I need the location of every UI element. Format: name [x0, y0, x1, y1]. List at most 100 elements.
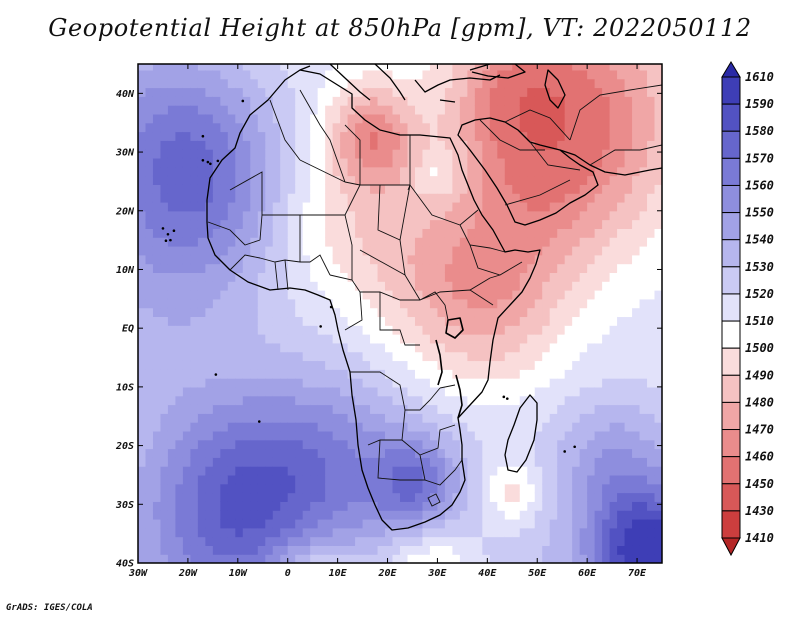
- field-cell: [414, 413, 424, 423]
- field-cell: [250, 166, 259, 177]
- field-cell: [527, 307, 536, 318]
- field-cell: [347, 298, 356, 309]
- field-cell: [138, 342, 147, 353]
- field-cell: [205, 131, 214, 141]
- field-cell: [422, 430, 431, 441]
- field-cell: [602, 96, 611, 106]
- field-cell: [617, 439, 626, 450]
- field-cell: [617, 395, 626, 406]
- field-cell: [347, 369, 356, 379]
- field-cell: [609, 149, 618, 159]
- field-cell: [400, 272, 409, 282]
- field-cell: [272, 140, 281, 150]
- field-cell: [512, 228, 521, 238]
- field-cell: [212, 210, 221, 221]
- field-cell: [467, 378, 476, 388]
- field-cell: [160, 378, 169, 388]
- field-cell: [452, 474, 461, 485]
- field-cell: [474, 413, 483, 423]
- field-cell: [497, 237, 506, 247]
- island: [563, 450, 566, 453]
- field-cell: [190, 105, 199, 115]
- field-cell: [647, 545, 656, 555]
- field-cell: [310, 219, 319, 229]
- field-cell: [414, 228, 424, 238]
- field-cell: [542, 281, 551, 291]
- field-cell: [197, 378, 206, 388]
- field-cell: [519, 157, 528, 168]
- field-cell: [624, 501, 633, 511]
- field-cell: [355, 554, 364, 563]
- field-cell: [377, 193, 386, 203]
- field-cell: [504, 254, 513, 265]
- field-cell: [632, 430, 641, 441]
- field-cell: [347, 545, 356, 555]
- field-cell: [182, 439, 191, 450]
- field-cell: [587, 518, 596, 529]
- field-cell: [160, 351, 169, 362]
- colorbar-swatch: [721, 293, 741, 322]
- field-cell: [617, 219, 626, 229]
- field-cell: [205, 245, 214, 256]
- field-cell: [452, 518, 461, 529]
- field-cell: [235, 378, 244, 388]
- field-cell: [272, 193, 281, 203]
- field-cell: [385, 254, 394, 265]
- field-cell: [602, 219, 611, 229]
- field-cell: [197, 510, 206, 520]
- field-cell: [452, 448, 461, 458]
- field-cell: [557, 360, 566, 370]
- field-cell: [542, 193, 551, 203]
- field-cell: [332, 501, 341, 511]
- field-cell: [497, 228, 506, 238]
- field-cell: [370, 122, 379, 133]
- field-cell: [579, 122, 588, 133]
- field-cell: [302, 157, 311, 168]
- field-cell: [504, 439, 513, 450]
- field-cell: [362, 290, 371, 300]
- field-cell: [609, 105, 618, 115]
- field-cell: [467, 149, 476, 159]
- field-cell: [257, 245, 266, 256]
- field-cell: [654, 113, 662, 124]
- island: [172, 229, 176, 233]
- field-cell: [482, 131, 491, 141]
- field-cell: [482, 64, 491, 71]
- field-cell: [459, 342, 468, 353]
- field-cell: [152, 201, 162, 212]
- field-cell: [647, 536, 656, 546]
- field-cell: [227, 457, 236, 467]
- field-cell: [212, 342, 221, 353]
- field-cell: [519, 422, 528, 432]
- lat-tick-label: EQ: [122, 324, 134, 335]
- field-cell: [272, 404, 281, 414]
- field-cell: [167, 149, 177, 159]
- field-cell: [444, 474, 453, 485]
- field-cell: [265, 360, 274, 370]
- field-cell: [160, 96, 169, 106]
- field-cell: [609, 157, 618, 168]
- field-cell: [482, 360, 491, 370]
- field-cell: [385, 201, 394, 212]
- field-cell: [557, 219, 566, 229]
- field-cell: [167, 175, 177, 185]
- field-cell: [197, 439, 206, 450]
- field-cell: [190, 298, 199, 309]
- field-cell: [414, 545, 424, 555]
- field-cell: [549, 149, 558, 159]
- field-cell: [280, 210, 289, 221]
- field-cell: [542, 483, 551, 494]
- field-cell: [317, 474, 326, 485]
- field-cell: [295, 254, 304, 265]
- field-cell: [414, 316, 424, 326]
- field-cell: [145, 219, 154, 229]
- field-cell: [594, 510, 603, 520]
- field-cell: [564, 492, 573, 502]
- field-cell: [167, 254, 177, 265]
- field-cell: [295, 78, 304, 89]
- field-cell: [534, 510, 543, 520]
- field-cell: [190, 492, 199, 502]
- field-cell: [175, 325, 184, 335]
- field-cell: [295, 140, 304, 150]
- field-cell: [145, 369, 154, 379]
